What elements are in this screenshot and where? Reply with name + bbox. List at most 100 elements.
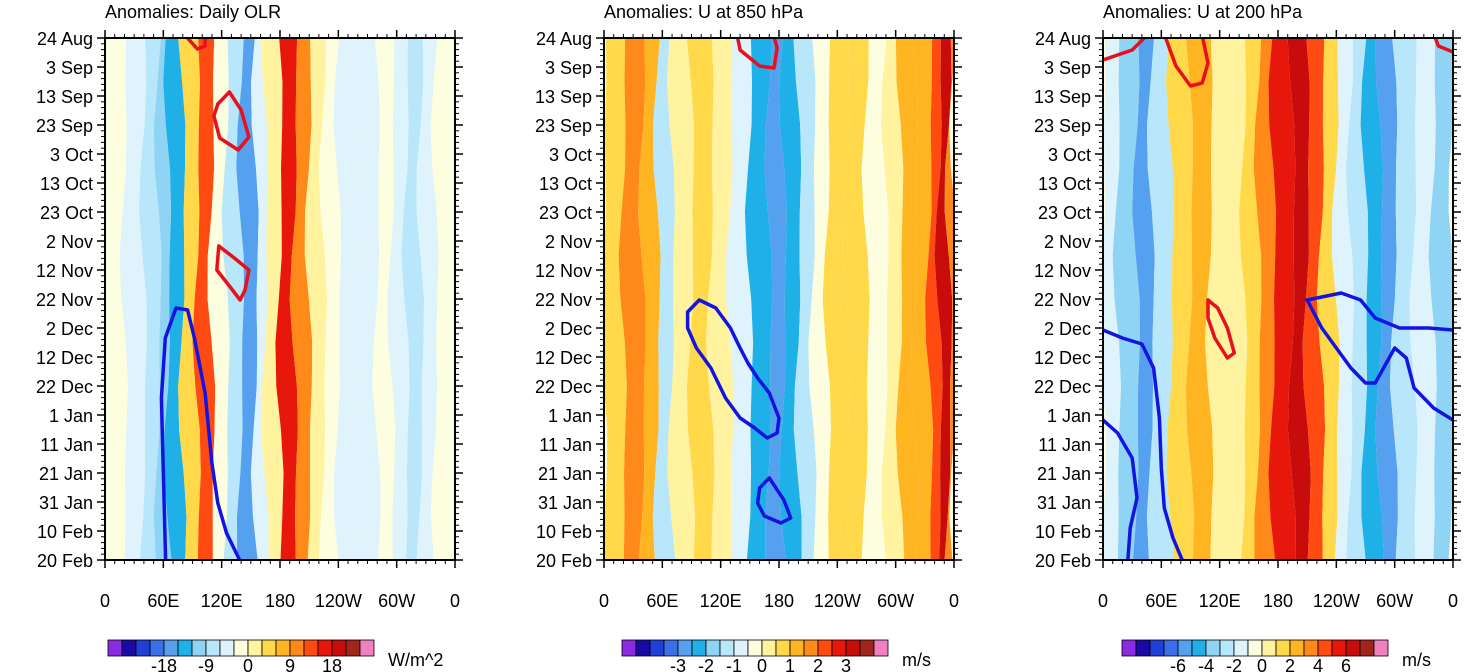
data-band [207, 38, 230, 560]
colorbar-swatch [733, 639, 749, 657]
colorbar-swatch [789, 639, 805, 657]
data-band [1132, 38, 1155, 560]
data-band [652, 38, 676, 560]
colorbar-swatch [1303, 639, 1319, 657]
y-tick-label: 23 Sep [535, 116, 592, 136]
x-tick-label: 60W [877, 591, 914, 611]
data-band [1316, 38, 1340, 560]
blue-contour [685, 298, 781, 440]
colorbar-label: 2 [813, 656, 823, 672]
red-contour [185, 38, 207, 51]
data-band [153, 38, 172, 560]
blue-contour [1305, 291, 1453, 332]
y-tick-label: 2 Dec [545, 319, 592, 339]
data-band [430, 38, 455, 560]
data-band [1287, 38, 1311, 560]
x-tick-label: 0 [1448, 591, 1458, 611]
data-band [387, 38, 410, 560]
colorbar: -6 -4 -2 0 2 4 6 m/s [1121, 639, 1431, 672]
data-band [221, 38, 244, 560]
data-band [178, 38, 201, 560]
blue-contour [1103, 418, 1139, 560]
colorbar-swatch [1317, 639, 1333, 657]
colorbar-swatch [163, 639, 179, 657]
red-contour [1206, 298, 1237, 360]
colorbar-swatch [205, 639, 221, 657]
colorbar-label: 6 [1341, 656, 1351, 672]
y-tick-label: 12 Dec [1034, 348, 1091, 368]
colorbar-swatch [635, 639, 651, 657]
red-contour [212, 90, 251, 152]
data-band [925, 38, 943, 560]
y-tick-label: 13 Sep [535, 87, 592, 107]
colorbar-unit: m/s [1402, 650, 1431, 670]
y-tick-label: 24 Aug [536, 29, 592, 49]
colorbar-swatch [177, 639, 193, 657]
blue-contour [755, 476, 793, 525]
colorbar: -3 -2 -1 0 1 2 3 m/s [621, 639, 931, 672]
data-band [1239, 38, 1262, 560]
data-band [236, 38, 259, 560]
y-tick-label: 2 Dec [46, 319, 93, 339]
y-tick-label: 12 Nov [535, 261, 592, 281]
data-band [861, 38, 889, 560]
colorbar-unit: W/m^2 [388, 650, 443, 670]
y-tick-label: 24 Aug [1035, 29, 1091, 49]
data-band [618, 38, 646, 560]
data-band [604, 38, 627, 560]
blue-contour [1103, 328, 1185, 560]
colorbar-swatch [1261, 639, 1277, 657]
chart-title: Anomalies: U at 200 hPa [1103, 2, 1303, 22]
y-tick-label: 20 Feb [37, 551, 93, 571]
data-band [1360, 38, 1384, 560]
y-tick-label: 23 Oct [1038, 203, 1091, 223]
x-tick-label: 60W [378, 591, 415, 611]
x-tick-label: 60E [646, 591, 678, 611]
colorbar-swatch [817, 639, 833, 657]
data-band [744, 38, 773, 560]
y-tick-label: 11 Jan [539, 435, 592, 455]
colorbar-swatch [1359, 639, 1375, 657]
y-tick-label: 3 Sep [1044, 58, 1091, 78]
colorbar-swatch [719, 639, 735, 657]
data-band [119, 38, 147, 560]
colorbar-unit: m/s [902, 650, 931, 670]
y-tick-label: 22 Dec [1034, 377, 1091, 397]
colorbar-swatch [1275, 639, 1291, 657]
y-tick-label: 23 Oct [539, 203, 592, 223]
data-band [1331, 38, 1355, 560]
red-contour [1433, 38, 1453, 54]
colorbar-swatch [691, 639, 707, 657]
y-tick-label: 13 Sep [36, 87, 93, 107]
data-band [1205, 38, 1233, 560]
red-contour [1163, 38, 1210, 88]
colorbar-swatch [663, 639, 679, 657]
colorbar-label: -18 [151, 656, 177, 672]
y-tick-label: 13 Oct [40, 174, 93, 194]
chart-title: Anomalies: Daily OLR [105, 2, 281, 22]
y-tick-label: 12 Dec [535, 348, 592, 368]
data-band [275, 38, 298, 560]
data-band [1146, 38, 1175, 560]
colorbar-swatch [831, 639, 847, 657]
y-tick-label: 13 Sep [1034, 87, 1091, 107]
colorbar-swatch [1373, 639, 1389, 657]
data-band [1185, 38, 1214, 560]
colorbar-swatch [873, 639, 889, 657]
y-tick-label: 20 Feb [536, 551, 592, 571]
y-tick-label: 21 Jan [39, 464, 93, 484]
data-band [779, 38, 802, 560]
colorbar-swatch [761, 639, 777, 657]
colorbar-label: 3 [841, 656, 851, 672]
data-band [706, 38, 734, 560]
data-band [638, 38, 661, 560]
colorbar-swatch [677, 639, 693, 657]
x-tick-label: 120W [1313, 591, 1360, 611]
y-tick-label: 21 Jan [1037, 464, 1091, 484]
colorbar: -18 -9 0 9 18 W/m^2 [107, 639, 443, 672]
colorbar-label: -2 [698, 656, 714, 672]
y-tick-label: 2 Nov [46, 232, 93, 252]
colorbar-label: -4 [1198, 656, 1214, 672]
y-tick-label: 11 Jan [40, 435, 93, 455]
x-tick-label: 120E [1199, 591, 1241, 611]
